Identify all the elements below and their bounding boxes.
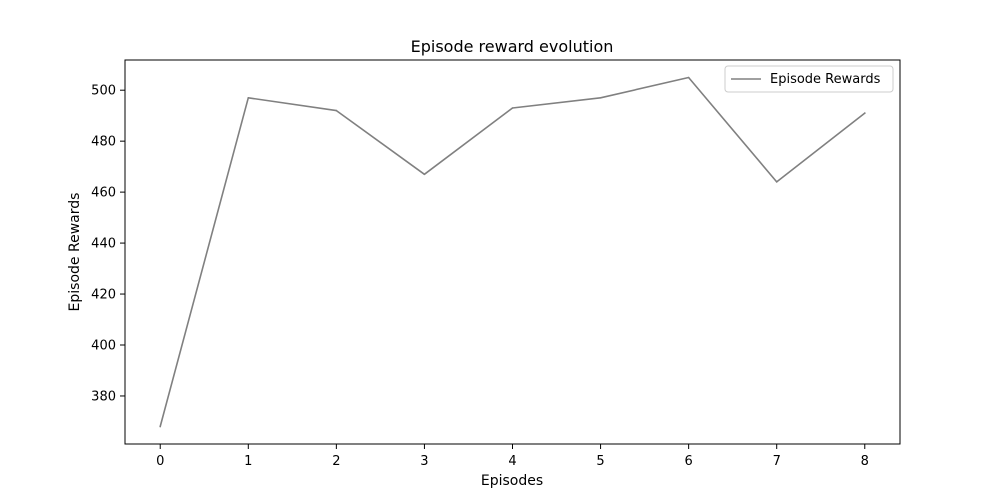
legend-label-episode-rewards: Episode Rewards	[770, 72, 881, 87]
series-points	[159, 76, 866, 428]
y-axis-title: Episode Rewards	[67, 193, 83, 312]
y-axis-ticks: 380 400 420 440 460 480 500	[91, 84, 125, 404]
data-point	[599, 97, 602, 99]
data-point	[159, 425, 161, 428]
y-tick-label: 460	[91, 186, 116, 201]
data-point	[335, 109, 338, 112]
x-tick-label: 0	[156, 454, 164, 469]
y-tick-label: 380	[91, 389, 116, 404]
data-point	[775, 181, 778, 183]
legend: Episode Rewards	[724, 65, 894, 93]
data-point	[687, 76, 690, 79]
data-point	[864, 112, 866, 114]
y-tick-label: 420	[91, 288, 116, 303]
y-tick-label: 480	[91, 135, 116, 150]
data-point	[247, 97, 250, 99]
x-axis-title: Episodes	[481, 473, 543, 489]
x-tick-label: 1	[244, 454, 252, 469]
x-tick-label: 7	[773, 454, 781, 469]
data-point	[511, 107, 514, 109]
y-tick-label: 440	[91, 237, 116, 252]
y-tick-label: 400	[91, 339, 116, 354]
x-tick-label: 2	[332, 454, 340, 469]
y-tick-label: 500	[91, 84, 116, 99]
plot-area-frame	[124, 59, 901, 445]
x-tick-label: 3	[420, 454, 428, 469]
x-tick-label: 5	[596, 454, 604, 469]
legend-box	[724, 65, 894, 93]
series-line-episode-rewards	[159, 76, 866, 428]
chart-title: Episode reward evolution	[411, 37, 614, 56]
x-axis-ticks: 0 1 2 3 4 5 6 7 8	[156, 444, 869, 469]
x-tick-label: 4	[508, 454, 516, 469]
x-tick-label: 6	[684, 454, 692, 469]
data-point	[423, 173, 426, 176]
x-tick-label: 8	[861, 454, 869, 469]
